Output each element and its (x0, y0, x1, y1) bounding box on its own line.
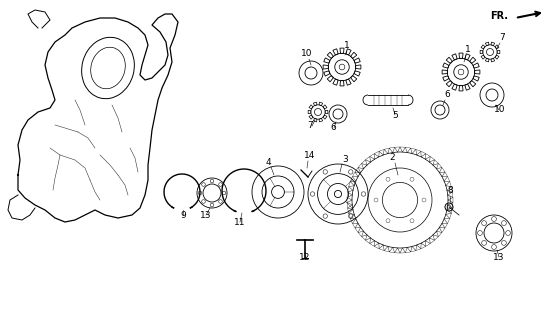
Text: 13: 13 (200, 211, 211, 220)
Text: 12: 12 (299, 253, 311, 262)
Text: 6: 6 (330, 123, 336, 132)
Text: 5: 5 (392, 111, 398, 120)
Text: 11: 11 (234, 218, 246, 227)
Text: 3: 3 (342, 155, 348, 164)
Text: 9: 9 (180, 211, 186, 220)
Text: 1: 1 (465, 45, 471, 54)
Text: 2: 2 (389, 153, 395, 162)
Text: 4: 4 (265, 158, 271, 167)
Text: 8: 8 (447, 186, 453, 195)
Text: 10: 10 (494, 105, 506, 114)
Text: 13: 13 (493, 253, 505, 262)
Text: 7: 7 (499, 33, 505, 42)
Text: 7: 7 (307, 121, 313, 130)
Text: 1: 1 (344, 41, 350, 50)
Text: 10: 10 (301, 49, 312, 58)
Text: 6: 6 (444, 90, 450, 99)
Text: 14: 14 (304, 151, 316, 160)
Text: FR.: FR. (490, 11, 508, 21)
